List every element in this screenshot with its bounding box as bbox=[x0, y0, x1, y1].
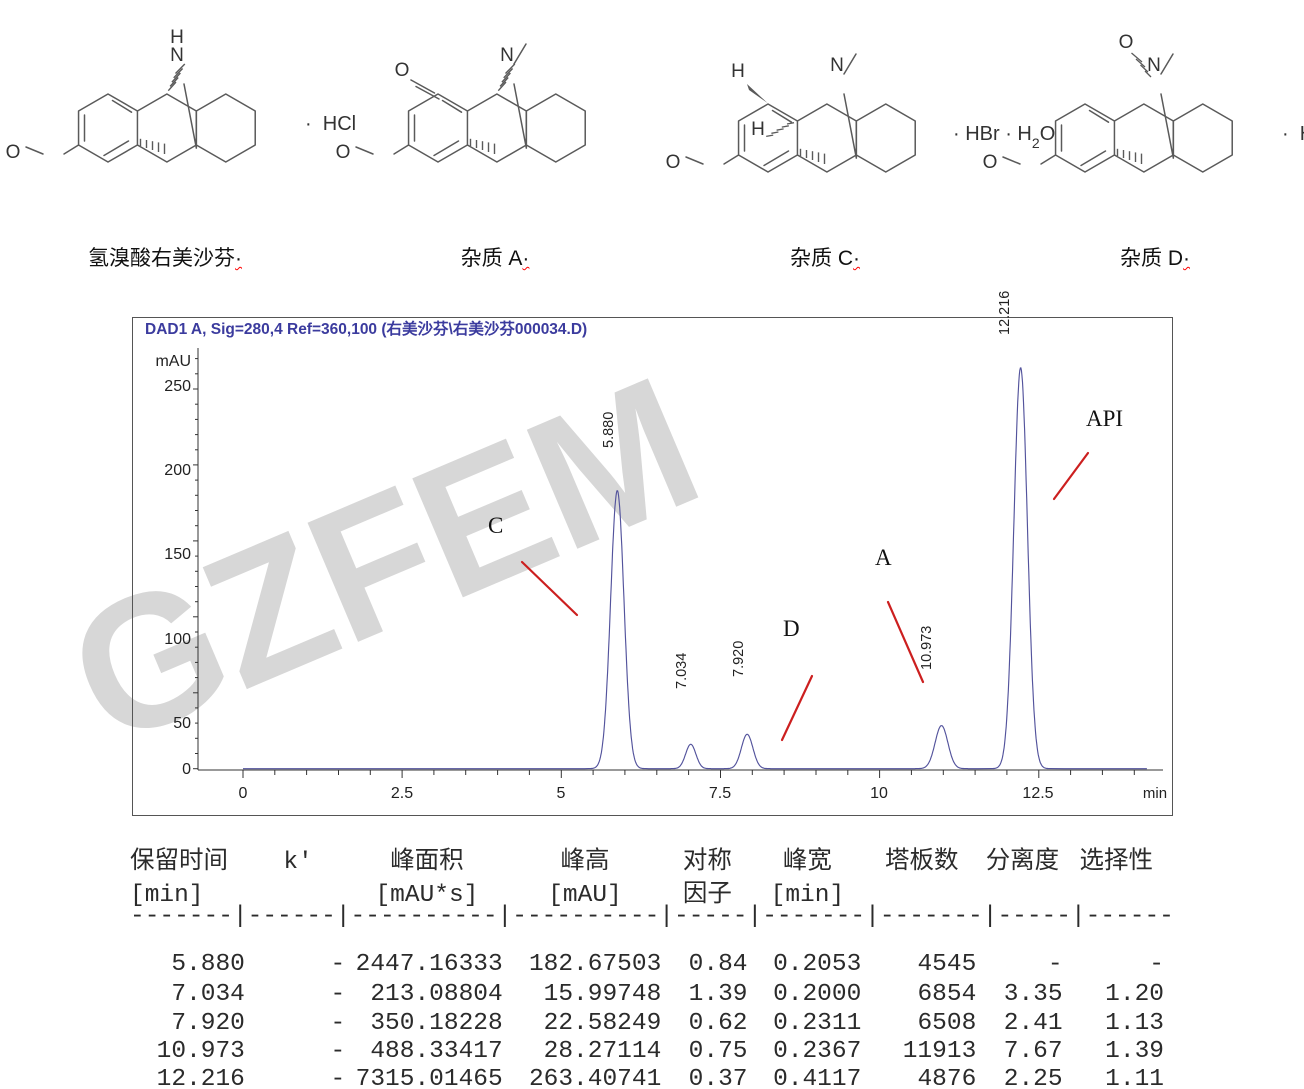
svg-text:O: O bbox=[983, 152, 998, 173]
svg-text:API: API bbox=[1086, 406, 1123, 431]
svg-text:50: 50 bbox=[173, 715, 191, 732]
svg-text:0: 0 bbox=[239, 785, 248, 802]
svg-text:5.880: 5.880 bbox=[601, 412, 617, 448]
svg-text:7.920: 7.920 bbox=[731, 641, 747, 677]
svg-text:N: N bbox=[830, 55, 844, 76]
svg-text:0: 0 bbox=[182, 761, 191, 778]
svg-text:O: O bbox=[1119, 32, 1134, 53]
svg-text:5: 5 bbox=[557, 785, 566, 802]
svg-text:7.034: 7.034 bbox=[674, 653, 690, 689]
svg-text:12.216: 12.216 bbox=[997, 291, 1013, 335]
svg-text:H: H bbox=[751, 119, 765, 140]
svg-text:N: N bbox=[170, 45, 184, 66]
svg-text:250: 250 bbox=[164, 378, 191, 395]
svg-text:O: O bbox=[336, 142, 351, 163]
svg-text:O: O bbox=[395, 60, 410, 81]
svg-text:min: min bbox=[1143, 785, 1167, 802]
svg-text:· HCl: · HCl bbox=[1282, 123, 1304, 145]
svg-text:DAD1 A, Sig=280,4 Ref=360,100: DAD1 A, Sig=280,4 Ref=360,100 (右美沙芬\右美沙芬… bbox=[145, 319, 587, 338]
svg-text:N: N bbox=[1147, 55, 1161, 76]
svg-text:7.5: 7.5 bbox=[709, 785, 731, 802]
svg-text:D: D bbox=[783, 616, 800, 641]
svg-text:N: N bbox=[500, 45, 514, 66]
svg-text:10: 10 bbox=[870, 785, 888, 802]
svg-text:12.5: 12.5 bbox=[1022, 785, 1053, 802]
svg-text:150: 150 bbox=[164, 546, 191, 563]
svg-text:200: 200 bbox=[164, 462, 191, 479]
svg-text:mAU: mAU bbox=[155, 353, 191, 370]
svg-text:2.5: 2.5 bbox=[391, 785, 413, 802]
svg-text:100: 100 bbox=[164, 631, 191, 648]
svg-text:A: A bbox=[875, 545, 892, 570]
svg-text:O: O bbox=[6, 142, 21, 163]
svg-text:10.973: 10.973 bbox=[919, 626, 935, 670]
svg-text:O: O bbox=[666, 152, 681, 173]
svg-text:H: H bbox=[170, 27, 184, 48]
svg-text:H: H bbox=[731, 61, 745, 82]
svg-text:C: C bbox=[488, 513, 503, 538]
